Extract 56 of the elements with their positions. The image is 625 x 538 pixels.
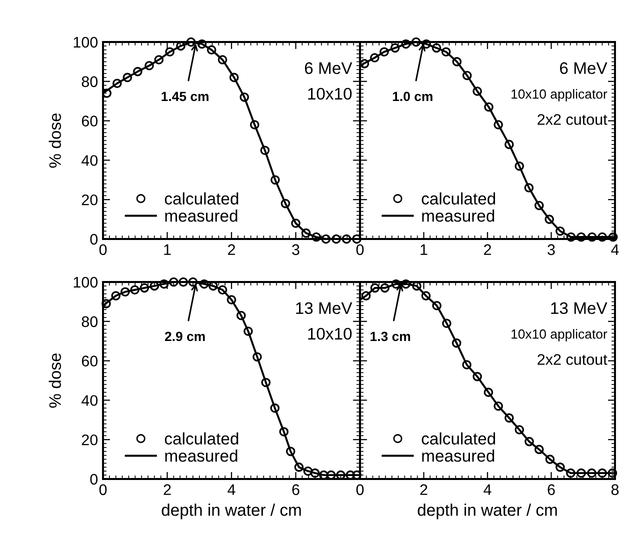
x-tick-label: 4 bbox=[228, 484, 236, 495]
annotation: 1.3 cm bbox=[370, 332, 410, 342]
annotation: 13 MeV bbox=[551, 302, 608, 314]
y-tick-label: 40 bbox=[82, 155, 98, 166]
y-tick-label: 80 bbox=[82, 316, 98, 328]
x-tick-label: 6 bbox=[292, 484, 300, 496]
annotation: 10x10 bbox=[308, 88, 352, 100]
legend-label: measured bbox=[165, 450, 238, 462]
x-tick-label: 8 bbox=[611, 484, 619, 496]
x-tick-label: 2 bbox=[228, 244, 235, 255]
legend-label: calculated bbox=[422, 192, 496, 205]
x-axis-title: depth in water / cm bbox=[162, 504, 301, 520]
annotation: 1.45 cm bbox=[162, 92, 208, 102]
legend-label: measured bbox=[422, 210, 494, 222]
y-tick-label: 20 bbox=[82, 194, 98, 206]
x-tick-label: 0 bbox=[99, 484, 107, 496]
x-tick-label: 2 bbox=[164, 484, 171, 495]
y-tick-label: 0 bbox=[90, 234, 98, 245]
annotation: 6 MeV bbox=[304, 62, 352, 74]
x-tick-label: 0 bbox=[356, 244, 364, 256]
y-tick-label: 60 bbox=[82, 356, 98, 366]
y-tick-label: 100 bbox=[74, 276, 98, 288]
annotation: 13 MeV bbox=[296, 302, 352, 314]
y-axis-title: % dose bbox=[48, 353, 62, 408]
annotation: 1.0 cm bbox=[392, 92, 432, 102]
y-tick-label: 60 bbox=[82, 116, 98, 126]
x-tick-label: 3 bbox=[548, 244, 555, 256]
x-axis-title: depth in water / cm bbox=[418, 504, 557, 520]
legend-label: calculated bbox=[422, 432, 496, 445]
x-tick-label: 4 bbox=[611, 244, 619, 255]
x-tick-label: 0 bbox=[99, 244, 107, 256]
y-tick-label: 80 bbox=[82, 76, 98, 88]
y-axis-title: % dose bbox=[48, 113, 62, 168]
legend-label: calculated bbox=[164, 192, 238, 205]
y-tick-label: 40 bbox=[82, 395, 98, 406]
y-tick-label: 20 bbox=[82, 434, 98, 446]
annotation: 2.9 cm bbox=[164, 332, 205, 342]
annotation: 2x2 cutout bbox=[538, 354, 608, 365]
x-tick-label: 6 bbox=[548, 484, 555, 496]
x-tick-label: 0 bbox=[356, 484, 364, 496]
x-tick-label: 3 bbox=[292, 244, 300, 256]
x-tick-label: 2 bbox=[484, 244, 491, 255]
x-tick-label: 1 bbox=[420, 244, 428, 255]
annotation: 10x10 bbox=[308, 328, 352, 340]
annotation: 2x2 cutout bbox=[538, 114, 608, 125]
x-tick-label: 1 bbox=[164, 244, 171, 255]
legend-label: calculated bbox=[164, 432, 238, 445]
annotation: 6 MeV bbox=[560, 62, 608, 74]
annotation: 10x10 applicator bbox=[512, 329, 608, 342]
y-tick-label: 0 bbox=[90, 474, 98, 485]
y-tick-label: 100 bbox=[74, 36, 98, 48]
annotation: 10x10 applicator bbox=[512, 89, 608, 102]
legend-label: measured bbox=[165, 210, 238, 222]
legend-label: measured bbox=[422, 450, 494, 462]
x-tick-label: 4 bbox=[484, 484, 492, 495]
x-tick-label: 2 bbox=[420, 484, 428, 495]
